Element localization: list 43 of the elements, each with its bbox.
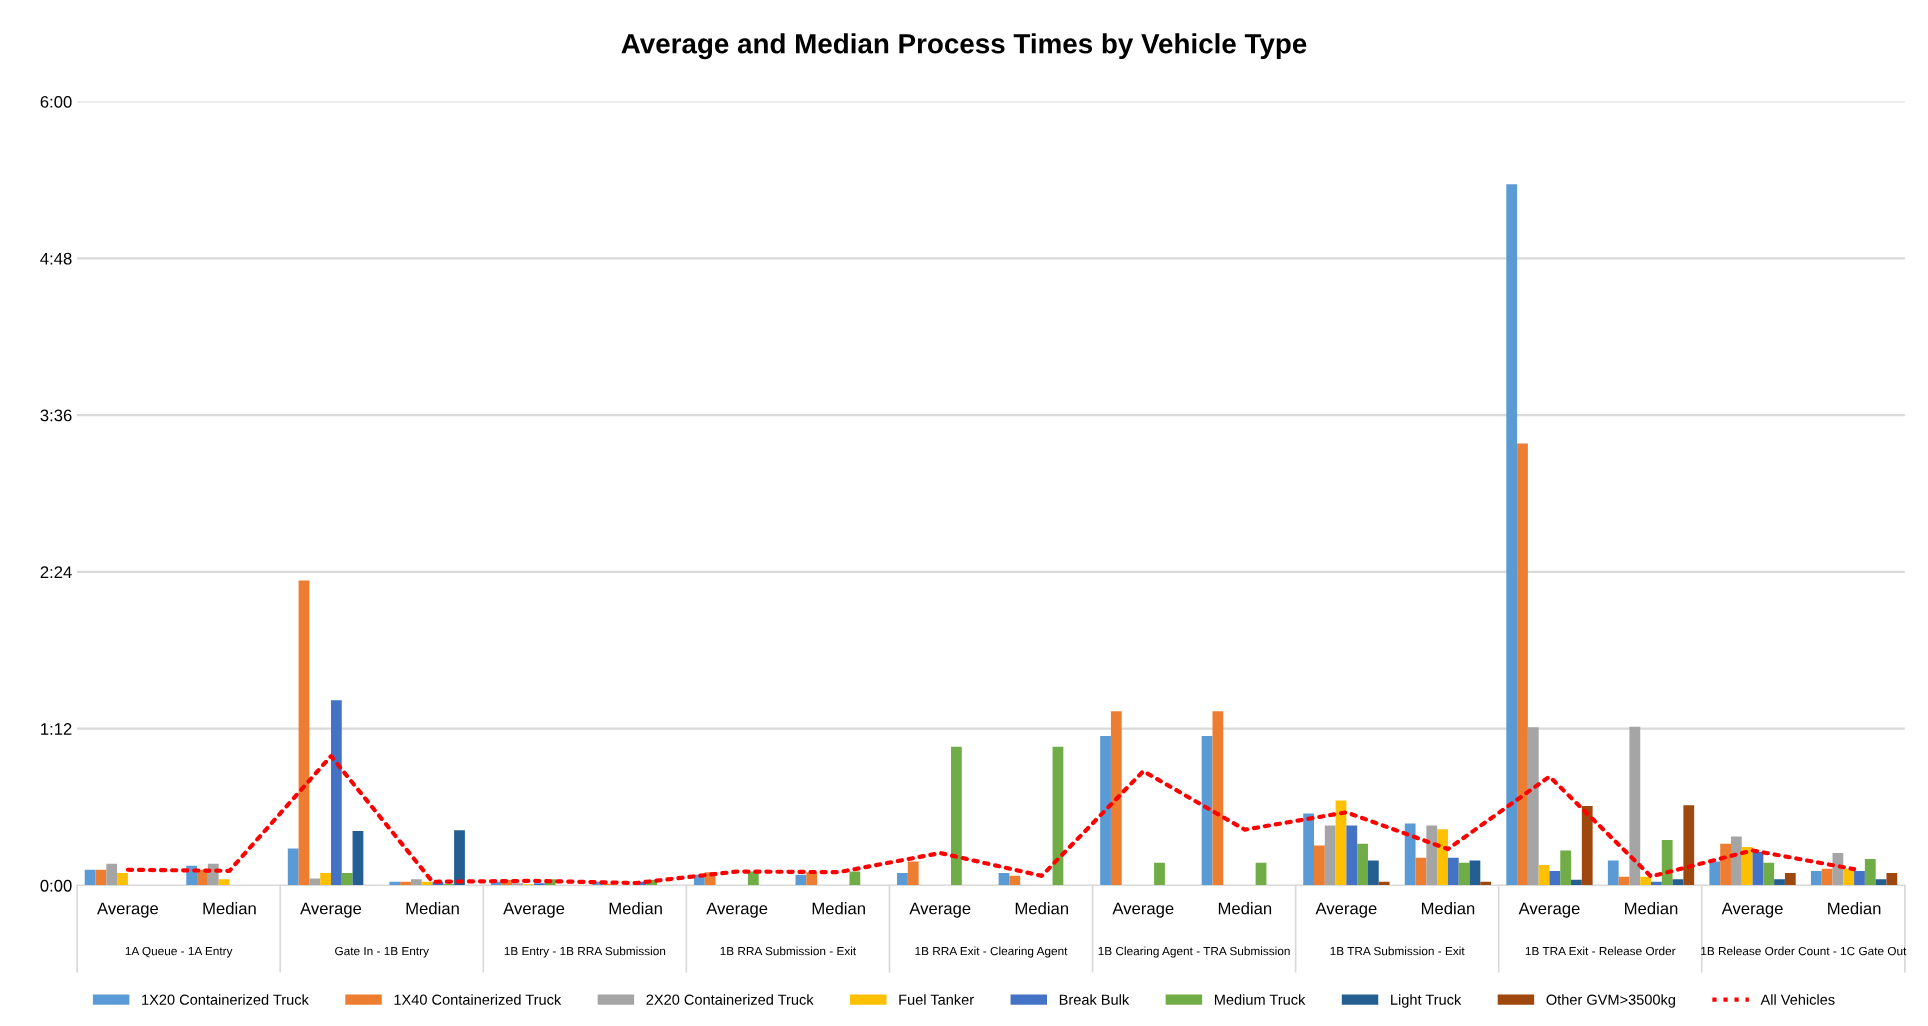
legend-label: Medium Truck (1214, 994, 1306, 1005)
x-tick-label: Median (406, 902, 459, 915)
x-tick-label: Average (1315, 902, 1377, 918)
legend-label: 1X40 Containerized Truck (394, 994, 562, 1005)
chart-title: Average and Median Process Times by Vehicle Type (621, 33, 1307, 60)
x-tick-label: Average (503, 902, 565, 918)
x-tick-label: Average (909, 902, 971, 918)
text: 1B Release Order Count - 1C Gate Out (1701, 946, 1907, 956)
text: 1B Clearing Agent - TRA Submission (1098, 946, 1290, 958)
x-tick-label: Average (706, 902, 768, 918)
y-tick-label: 4:48 (40, 252, 72, 265)
x-tick-label: Average (1518, 902, 1580, 918)
x-tick-label: Median (1218, 902, 1272, 915)
x-tick-label: Average (1112, 902, 1174, 918)
text: Gate In - 1B Entry (335, 946, 429, 958)
y-tick-label: 0:00 (40, 879, 72, 892)
x-tick-label: Median (203, 902, 256, 915)
legend-label: All Vehicles (1760, 994, 1835, 1005)
text: 1B Entry - 1B RRA Submission (504, 946, 666, 958)
x-tick-label: Median (812, 902, 865, 915)
x-tick-label: Median (1828, 902, 1881, 915)
legend-label: 2X20 Containerized Truck (646, 994, 814, 1005)
y-tick-label: 1:12 (41, 723, 72, 735)
x-tick-label: Average (97, 902, 159, 918)
x-tick-label: Median (609, 902, 662, 915)
text: 1B RRA Exit - Clearing Agent (915, 946, 1068, 958)
legend-label: Fuel Tanker (899, 994, 974, 1005)
legend-label: 1X20 Containerized Truck (142, 994, 309, 1005)
y-tick-label: 3:36 (40, 409, 72, 422)
y-tick-label: 6:00 (40, 95, 72, 108)
x-tick-label: Median (1421, 902, 1475, 915)
text: 1B TRA Submission - Exit (1330, 946, 1465, 956)
x-tick-label: Average (1721, 902, 1783, 918)
x-tick-label: Average (300, 902, 362, 918)
y-tick-label: 2:24 (40, 566, 72, 578)
x-tick-label: Median (1625, 902, 1678, 915)
text: 1B TRA Exit - Release Order (1525, 946, 1676, 956)
x-tick-label: Median (1015, 902, 1069, 915)
text: 1B RRA Submission - Exit (720, 946, 857, 956)
legend-label: Other GVM>3500kg (1546, 994, 1675, 1008)
text: 1A Queue - 1A Entry (125, 946, 233, 958)
legend-label: Break Bulk (1059, 994, 1130, 1005)
legend-label: Light Truck (1391, 994, 1462, 1008)
